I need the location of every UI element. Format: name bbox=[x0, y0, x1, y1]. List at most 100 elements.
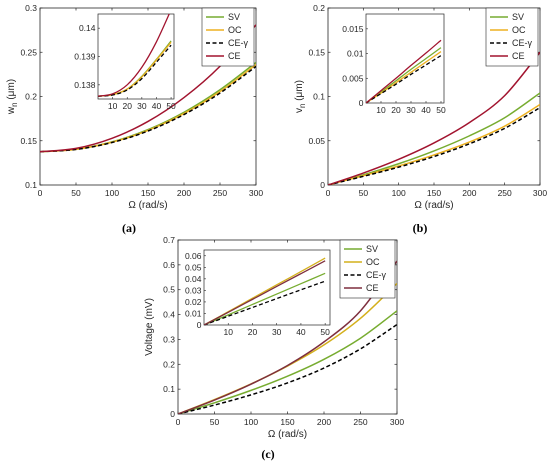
x-tick-label: 150 bbox=[280, 417, 294, 427]
y-axis-label-base: w bbox=[6, 106, 17, 115]
inset-series-group bbox=[366, 39, 442, 103]
inset-x-tick-label: 30 bbox=[137, 101, 147, 111]
y-tick-label: 0.6 bbox=[163, 260, 175, 270]
inset-y-tick-label: 0.14 bbox=[79, 23, 96, 33]
y-tick-label: 0.5 bbox=[163, 285, 175, 295]
x-axis-label: Ω (rad/s) bbox=[268, 429, 307, 440]
legend-label-ce: CE bbox=[366, 283, 379, 293]
x-tick-label: 100 bbox=[244, 417, 258, 427]
legend: SV OC CE-γ CE bbox=[201, 7, 255, 67]
series-line-ce-gamma bbox=[178, 323, 397, 414]
inset-area bbox=[203, 249, 331, 326]
inset-y-tick-label: 0 bbox=[197, 320, 202, 330]
x-tick-label: 250 bbox=[353, 417, 367, 427]
y-tick-label: 0.3 bbox=[25, 3, 37, 13]
inset-x-tick-label: 20 bbox=[391, 105, 401, 115]
inset-x-tick-label: 30 bbox=[272, 327, 282, 337]
x-tick-label: 300 bbox=[390, 417, 404, 427]
inset-x-tick-label: 40 bbox=[296, 327, 306, 337]
legend-label-ce-gamma: CE-γ bbox=[366, 270, 386, 280]
inset-x-tick-label: 50 bbox=[320, 327, 330, 337]
series-line-oc bbox=[328, 103, 540, 185]
y-tick-label: 0.1 bbox=[163, 384, 175, 394]
y-axis-label: wn (μm) bbox=[6, 79, 19, 115]
y-axis-label: Voltage (mV) bbox=[144, 298, 155, 356]
inset-series-group bbox=[98, 14, 172, 97]
x-tick-label: 200 bbox=[177, 188, 191, 198]
inset-series-line-ce-gamma bbox=[366, 54, 442, 103]
y-tick-label: 0.7 bbox=[163, 235, 175, 245]
inset-y-tick-label: 0.05 bbox=[185, 262, 202, 272]
series-line-sv bbox=[178, 310, 397, 414]
chart-panel-1: 0 50 100 150 200 250 300 0.1 0.15 0.2 0.25 0.3 Ω (ra… bbox=[6, 3, 263, 235]
y-tick-label: 0.1 bbox=[25, 180, 37, 190]
series-group bbox=[328, 51, 540, 185]
panel-caption: (c) bbox=[261, 447, 274, 461]
y-axis-label-unit: (μm) bbox=[294, 80, 305, 104]
inset-x-tick-label: 10 bbox=[376, 105, 386, 115]
inset-y-tick-label: 0.01 bbox=[185, 308, 202, 318]
x-tick-label: 0 bbox=[38, 188, 43, 198]
chart-panel-3: 0 50 100 150 200 250 30000.10.20.30.40.50.60.7… bbox=[144, 235, 404, 461]
y-tick-label: 0.25 bbox=[20, 47, 37, 57]
inset-series-group bbox=[204, 257, 326, 325]
y-tick-label: 0.2 bbox=[163, 359, 175, 369]
y-axis-label-base: v bbox=[294, 108, 305, 113]
inset-x-tick-label: 40 bbox=[421, 105, 431, 115]
y-tick-label: 0.4 bbox=[163, 310, 175, 320]
inset-y-tick-label: 0.138 bbox=[74, 80, 96, 90]
y-tick-label: 0.15 bbox=[20, 136, 37, 146]
y-axis-label-subscript: n bbox=[10, 102, 19, 106]
inset-x-tick-label: 10 bbox=[223, 327, 233, 337]
inset-series-line-ce bbox=[98, 14, 170, 97]
inset-y-tick-label: 0.02 bbox=[185, 297, 202, 307]
x-tick-label: 300 bbox=[533, 188, 547, 198]
x-tick-label: 250 bbox=[213, 188, 227, 198]
x-tick-label: 50 bbox=[210, 417, 220, 427]
legend-label-oc: OC bbox=[512, 25, 526, 35]
inset-series-line-ce-gamma bbox=[98, 44, 172, 97]
y-tick-label: 0.05 bbox=[308, 136, 325, 146]
inset-series-line-sv bbox=[204, 272, 326, 325]
inset-series-line-ce bbox=[204, 260, 326, 325]
x-tick-label: 250 bbox=[498, 188, 512, 198]
x-tick-label: 100 bbox=[392, 188, 406, 198]
inset-y-tick-label: 0.015 bbox=[342, 24, 364, 34]
inset-y-tick-label: 0.005 bbox=[342, 73, 364, 83]
series-group bbox=[178, 260, 397, 414]
x-tick-label: 0 bbox=[326, 188, 331, 198]
x-tick-label: 150 bbox=[427, 188, 441, 198]
legend-label-oc: OC bbox=[366, 257, 380, 267]
y-tick-label: 0.15 bbox=[308, 47, 325, 57]
x-tick-label: 50 bbox=[359, 188, 369, 198]
y-tick-label: 0.1 bbox=[313, 92, 325, 102]
inset-y-tick-label: 0.01 bbox=[347, 49, 364, 59]
y-axis-label-unit: (μm) bbox=[6, 79, 17, 103]
x-tick-label: 200 bbox=[317, 417, 331, 427]
series-line-ce bbox=[178, 260, 397, 414]
legend-label-ce: CE bbox=[228, 51, 241, 61]
x-axis-label: Ω (rad/s) bbox=[414, 200, 453, 211]
inset-series-line-ce-gamma bbox=[204, 280, 326, 325]
inset-plot: 10 20 30 40 50 0 0.005 0.01 0.015 bbox=[342, 13, 446, 115]
inset-x-tick-label: 10 bbox=[108, 101, 118, 111]
x-tick-label: 50 bbox=[71, 188, 81, 198]
inset-y-tick-label: 0.04 bbox=[185, 274, 202, 284]
legend-label-sv: SV bbox=[512, 12, 524, 22]
legend-label-sv: SV bbox=[228, 12, 240, 22]
x-tick-label: 150 bbox=[141, 188, 155, 198]
legend-label-ce-gamma: CE-γ bbox=[512, 38, 532, 48]
inset-x-tick-label: 40 bbox=[152, 101, 162, 111]
inset-y-tick-label: 0.139 bbox=[74, 52, 96, 62]
inset-area bbox=[97, 13, 175, 100]
panel-caption: (a) bbox=[122, 221, 136, 235]
x-tick-label: 300 bbox=[249, 188, 263, 198]
inset-y-tick-label: 0 bbox=[359, 98, 364, 108]
inset-area bbox=[365, 13, 445, 104]
y-axis-label: vn (μm) bbox=[294, 80, 307, 113]
inset-x-tick-label: 50 bbox=[166, 101, 176, 111]
legend-label-oc: OC bbox=[228, 25, 242, 35]
y-axis-label-subscript: n bbox=[298, 104, 307, 108]
